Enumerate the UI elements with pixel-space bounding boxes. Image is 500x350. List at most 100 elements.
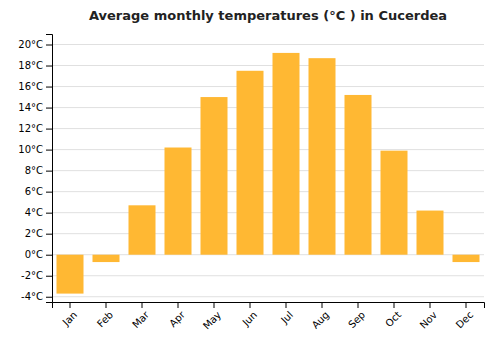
bar <box>129 205 156 254</box>
y-tick: 14°C <box>18 102 52 113</box>
y-tick-label: 8°C <box>25 165 43 176</box>
bar <box>165 148 192 255</box>
y-tick-mark <box>46 297 52 298</box>
y-tick-mark <box>46 108 52 109</box>
x-tick-mark <box>250 302 251 308</box>
grid-line <box>52 296 484 297</box>
y-tick-label: 6°C <box>25 186 43 197</box>
y-tick-mark <box>46 129 52 130</box>
y-tick-mark <box>46 234 52 235</box>
y-tick-label: 18°C <box>18 60 43 71</box>
grid-line <box>52 44 484 45</box>
x-tick: Oct <box>383 302 403 329</box>
bar <box>417 211 444 255</box>
y-tick: 12°C <box>18 123 52 134</box>
x-tick-label: Jun <box>240 309 260 329</box>
y-tick-label: 4°C <box>25 207 43 218</box>
y-tick: 10°C <box>18 144 52 155</box>
x-tick-mark <box>466 302 467 308</box>
x-tick-label: Nov <box>418 309 440 331</box>
x-tick-mark <box>214 302 215 308</box>
x-tick-mark <box>394 302 395 308</box>
title: Average monthly temperatures (°C ) in Cu… <box>89 8 447 23</box>
grid <box>52 45 484 297</box>
y-tick-mark <box>46 192 52 193</box>
y-tick-mark <box>46 213 52 214</box>
bar <box>453 255 480 262</box>
x-tick-label: Jan <box>60 309 79 328</box>
y-tick-label: -4°C <box>21 291 43 302</box>
x-tick-mark <box>430 302 431 308</box>
bar <box>345 95 372 255</box>
x-tick-mark <box>142 302 143 308</box>
x-axis: Jan Feb Mar Apr May Jun Jul Aug Sep Oct Nov Dec <box>53 302 485 331</box>
x-tick-label: Feb <box>95 309 115 329</box>
x-tick: Aug <box>310 302 332 331</box>
y-tick-label: 0°C <box>25 249 43 260</box>
y-axis-line <box>46 35 53 303</box>
grid-line <box>52 149 484 150</box>
y-tick-label: 10°C <box>18 144 43 155</box>
y-tick-mark <box>46 87 52 88</box>
y-tick-mark <box>46 66 52 67</box>
x-tick-label: Aug <box>310 309 332 331</box>
x-tick: Dec <box>454 302 475 331</box>
bar <box>381 151 408 255</box>
x-tick-label: May <box>201 309 223 331</box>
grid-line <box>52 275 484 276</box>
x-tick-mark <box>286 302 287 308</box>
y-tick-mark <box>46 255 52 256</box>
x-tick: Apr <box>167 302 188 329</box>
grid-line <box>52 65 484 66</box>
x-tick-mark <box>358 302 359 308</box>
x-tick: Jun <box>240 302 260 329</box>
grid-line <box>52 128 484 129</box>
y-axis: -4°C -2°C 0°C 2°C 4°C 6°C 8°C 10°C 12°C 14°C 16°C 1… <box>18 35 52 303</box>
x-tick-label: Jul <box>278 309 295 326</box>
y-tick-mark <box>46 150 52 151</box>
x-tick-mark <box>106 302 107 308</box>
grid-line <box>52 170 484 171</box>
chart: -4°C -2°C 0°C 2°C 4°C 6°C 8°C 10°C 12°C 14°C 16°C 1… <box>0 0 500 350</box>
x-tick-label: Mar <box>130 308 152 330</box>
bar <box>57 255 84 294</box>
y-tick: 20°C <box>18 39 52 50</box>
x-tick-label: Sep <box>346 309 367 330</box>
x-tick-label: Oct <box>383 309 403 329</box>
y-tick: 8°C <box>25 165 52 176</box>
y-tick-label: 16°C <box>18 81 43 92</box>
bar <box>237 71 264 255</box>
y-tick-label: 12°C <box>18 123 43 134</box>
bar <box>273 53 300 255</box>
y-tick: 6°C <box>25 186 52 197</box>
bars <box>57 53 480 294</box>
y-tick: 4°C <box>25 207 52 218</box>
y-tick-label: 14°C <box>18 102 43 113</box>
y-tick-mark <box>46 276 52 277</box>
y-tick-mark <box>46 45 52 46</box>
bar <box>201 97 228 255</box>
x-tick: Mar <box>130 302 152 330</box>
y-tick-label: -2°C <box>21 270 43 281</box>
x-tick-mark <box>70 302 71 308</box>
bar <box>309 58 336 255</box>
y-tick: -2°C <box>21 270 52 281</box>
grid-line <box>52 191 484 192</box>
x-tick-label: Apr <box>167 308 188 329</box>
y-tick-label: 2°C <box>25 228 43 239</box>
grid-line <box>52 107 484 108</box>
x-tick: May <box>201 302 223 331</box>
y-tick: 0°C <box>25 249 52 260</box>
plot: -4°C -2°C 0°C 2°C 4°C 6°C 8°C 10°C 12°C 14°C 16°C 1… <box>18 35 484 332</box>
y-tick-mark <box>46 171 52 172</box>
y-tick: 2°C <box>25 228 52 239</box>
x-tick: Jan <box>60 302 79 328</box>
y-tick: 18°C <box>18 60 52 71</box>
x-tick: Jul <box>278 302 295 326</box>
x-tick-mark <box>322 302 323 308</box>
y-tick: -4°C <box>21 291 52 302</box>
y-tick-label: 20°C <box>18 39 43 50</box>
y-tick: 16°C <box>18 81 52 92</box>
x-tick: Nov <box>418 302 440 331</box>
x-tick: Sep <box>346 302 367 330</box>
